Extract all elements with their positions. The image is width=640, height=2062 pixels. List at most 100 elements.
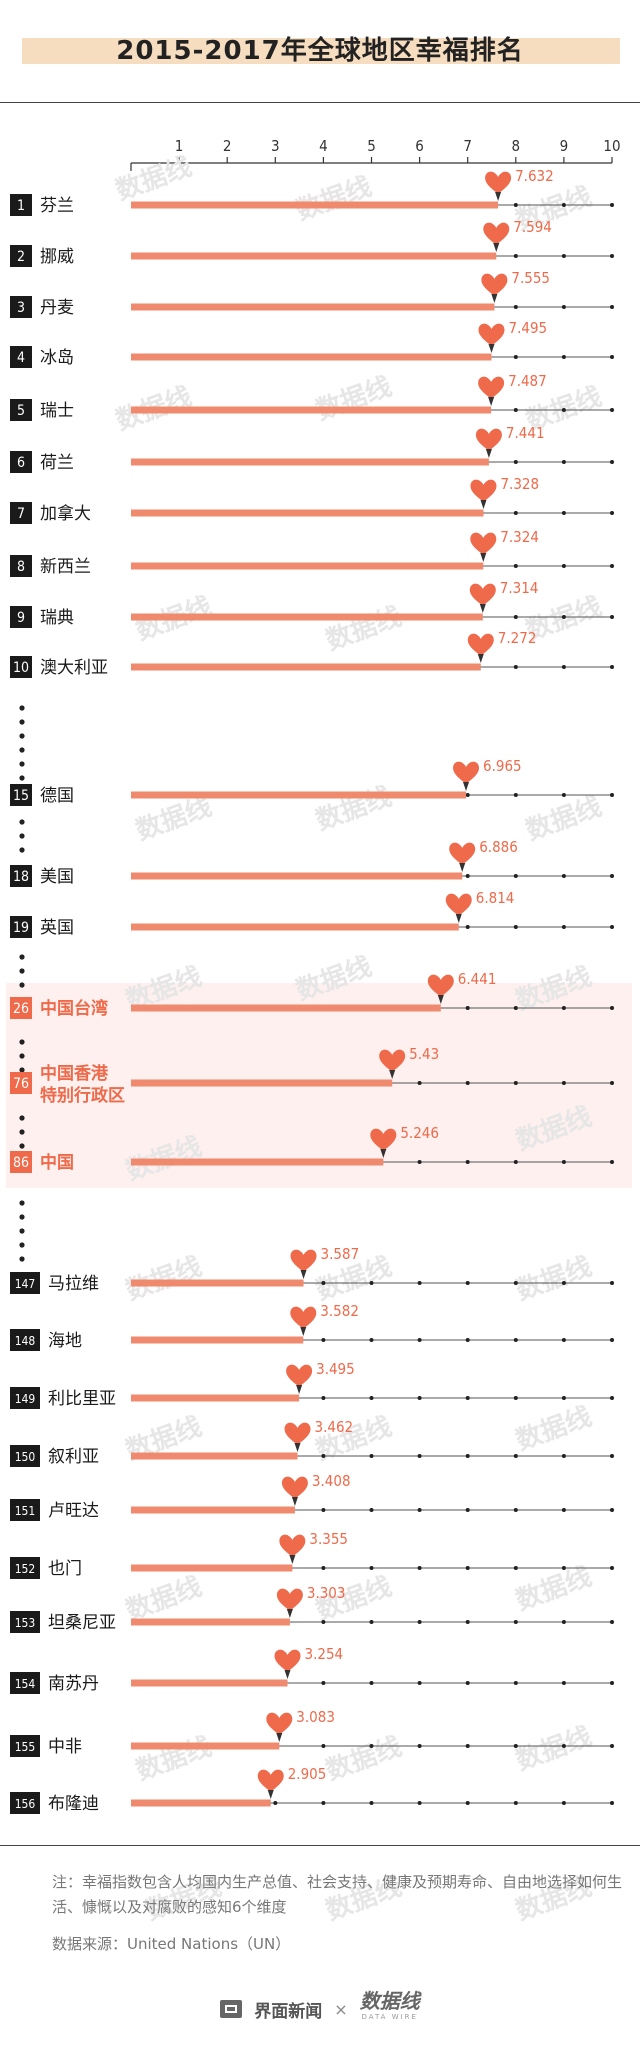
track-dot bbox=[417, 1620, 422, 1624]
rank-label: 18 bbox=[13, 869, 29, 885]
track-dot bbox=[465, 1338, 470, 1342]
ellipsis-dot bbox=[19, 982, 25, 988]
value-bar bbox=[131, 1799, 271, 1807]
track-dot bbox=[610, 1508, 614, 1512]
heart-icon bbox=[379, 1049, 406, 1072]
track-dot bbox=[561, 203, 566, 207]
rank-label: 9 bbox=[17, 610, 25, 626]
track-dot bbox=[321, 1801, 326, 1805]
track-dot bbox=[465, 1744, 470, 1748]
heart-icon bbox=[481, 273, 508, 296]
heart-icon bbox=[370, 1128, 397, 1151]
rank-label: 152 bbox=[15, 1562, 36, 1576]
value-bar bbox=[131, 201, 499, 209]
data-row: 154 南苏丹 3.254 bbox=[10, 1645, 614, 1694]
heart-pointer bbox=[493, 243, 500, 252]
rank-badge bbox=[10, 1272, 40, 1294]
ellipsis-dot bbox=[19, 719, 25, 725]
rank-label: 76 bbox=[13, 1076, 29, 1092]
rank-label: 153 bbox=[15, 1616, 36, 1630]
country-label: 叙利亚 bbox=[48, 1447, 99, 1467]
track-dot bbox=[610, 305, 614, 309]
rank-badge bbox=[10, 784, 32, 806]
rank-badge bbox=[10, 1735, 40, 1757]
rank-label: 4 bbox=[17, 350, 25, 366]
watermark-text: 数据线 bbox=[322, 1732, 406, 1787]
track-dot bbox=[561, 305, 566, 309]
watermark-text: 数据线 bbox=[112, 152, 196, 207]
times-separator: × bbox=[334, 1999, 348, 2019]
data-row: 152 也门 3.355 bbox=[10, 1530, 614, 1579]
track-dot bbox=[561, 564, 566, 568]
heart-icon bbox=[453, 761, 480, 784]
track-dot bbox=[561, 793, 566, 797]
ellipsis-dot bbox=[19, 705, 25, 711]
track-dot bbox=[513, 564, 518, 568]
track-dot bbox=[465, 1508, 470, 1512]
track-dot bbox=[561, 1006, 566, 1010]
value-bar bbox=[131, 406, 492, 414]
country-label: 南苏丹 bbox=[48, 1674, 99, 1694]
value-label: 7.441 bbox=[506, 424, 545, 442]
rank-label: 148 bbox=[15, 1334, 36, 1348]
track-dot bbox=[321, 1454, 326, 1458]
track-dot bbox=[465, 1681, 470, 1685]
value-label: 6.965 bbox=[483, 757, 522, 775]
rank-badge bbox=[10, 606, 32, 628]
track-dot bbox=[561, 925, 566, 929]
rank-badge bbox=[10, 555, 32, 577]
country-label: 挪威 bbox=[40, 247, 74, 267]
value-label: 3.495 bbox=[316, 1360, 355, 1378]
heart-pointer bbox=[294, 1443, 301, 1452]
heart-pointer bbox=[491, 294, 498, 303]
track-dot bbox=[513, 355, 518, 359]
watermark-text: 数据线 bbox=[512, 1722, 596, 1777]
heart-icon bbox=[478, 376, 505, 399]
rank-badge bbox=[10, 865, 32, 887]
data-row: 151 卢旺达 3.408 bbox=[10, 1472, 614, 1521]
value-label: 5.43 bbox=[409, 1045, 439, 1063]
country-label: 中非 bbox=[48, 1737, 82, 1757]
track-dot bbox=[513, 1006, 518, 1010]
track-dot bbox=[610, 665, 614, 669]
track-dot bbox=[513, 1508, 518, 1512]
value-label: 6.814 bbox=[476, 889, 515, 907]
rank-label: 8 bbox=[17, 559, 25, 575]
ellipsis-dot bbox=[19, 968, 25, 974]
rank-label: 15 bbox=[13, 788, 29, 804]
heart-icon bbox=[470, 479, 497, 502]
value-label: 7.632 bbox=[515, 167, 554, 185]
track-dot bbox=[465, 1281, 470, 1285]
value-bar bbox=[131, 1004, 441, 1012]
rank-badge bbox=[10, 399, 32, 421]
value-bar bbox=[131, 613, 483, 621]
heart-icon bbox=[274, 1649, 301, 1672]
track-dot bbox=[369, 1454, 374, 1458]
heart-pointer bbox=[286, 1609, 293, 1618]
track-dot bbox=[561, 665, 566, 669]
track-dot bbox=[417, 1160, 422, 1164]
top-rule bbox=[0, 102, 640, 103]
datawire-logo: 数据线 DATA WIRE bbox=[360, 1991, 420, 2025]
heart-pointer bbox=[437, 995, 444, 1004]
track-dot bbox=[561, 511, 566, 515]
track-dot bbox=[417, 1566, 422, 1570]
track-dot bbox=[610, 874, 614, 878]
data-row: 155 中非 3.083 bbox=[10, 1708, 614, 1757]
track-dot bbox=[610, 511, 614, 515]
value-bar bbox=[131, 872, 463, 880]
track-dot bbox=[610, 1681, 614, 1685]
rank-badge bbox=[10, 656, 32, 678]
ellipsis-dot bbox=[19, 1256, 25, 1262]
value-label: 3.462 bbox=[315, 1418, 354, 1436]
watermark-text: 数据线 bbox=[122, 1252, 206, 1307]
track-dot bbox=[610, 1620, 614, 1624]
rank-label: 19 bbox=[13, 920, 29, 936]
rank-label: 154 bbox=[15, 1677, 36, 1691]
watermark-text: 数据线 bbox=[512, 1562, 596, 1617]
watermark-text: 数据线 bbox=[512, 1402, 596, 1457]
data-row: 4 冰岛 7.495 bbox=[10, 319, 614, 368]
ellipsis-dot bbox=[19, 761, 25, 767]
value-bar bbox=[131, 1336, 304, 1344]
x-tick-label: 2 bbox=[223, 137, 232, 155]
